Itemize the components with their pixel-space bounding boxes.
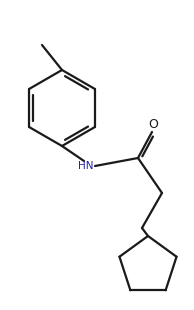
Text: O: O xyxy=(148,117,158,131)
Text: HN: HN xyxy=(78,161,94,171)
